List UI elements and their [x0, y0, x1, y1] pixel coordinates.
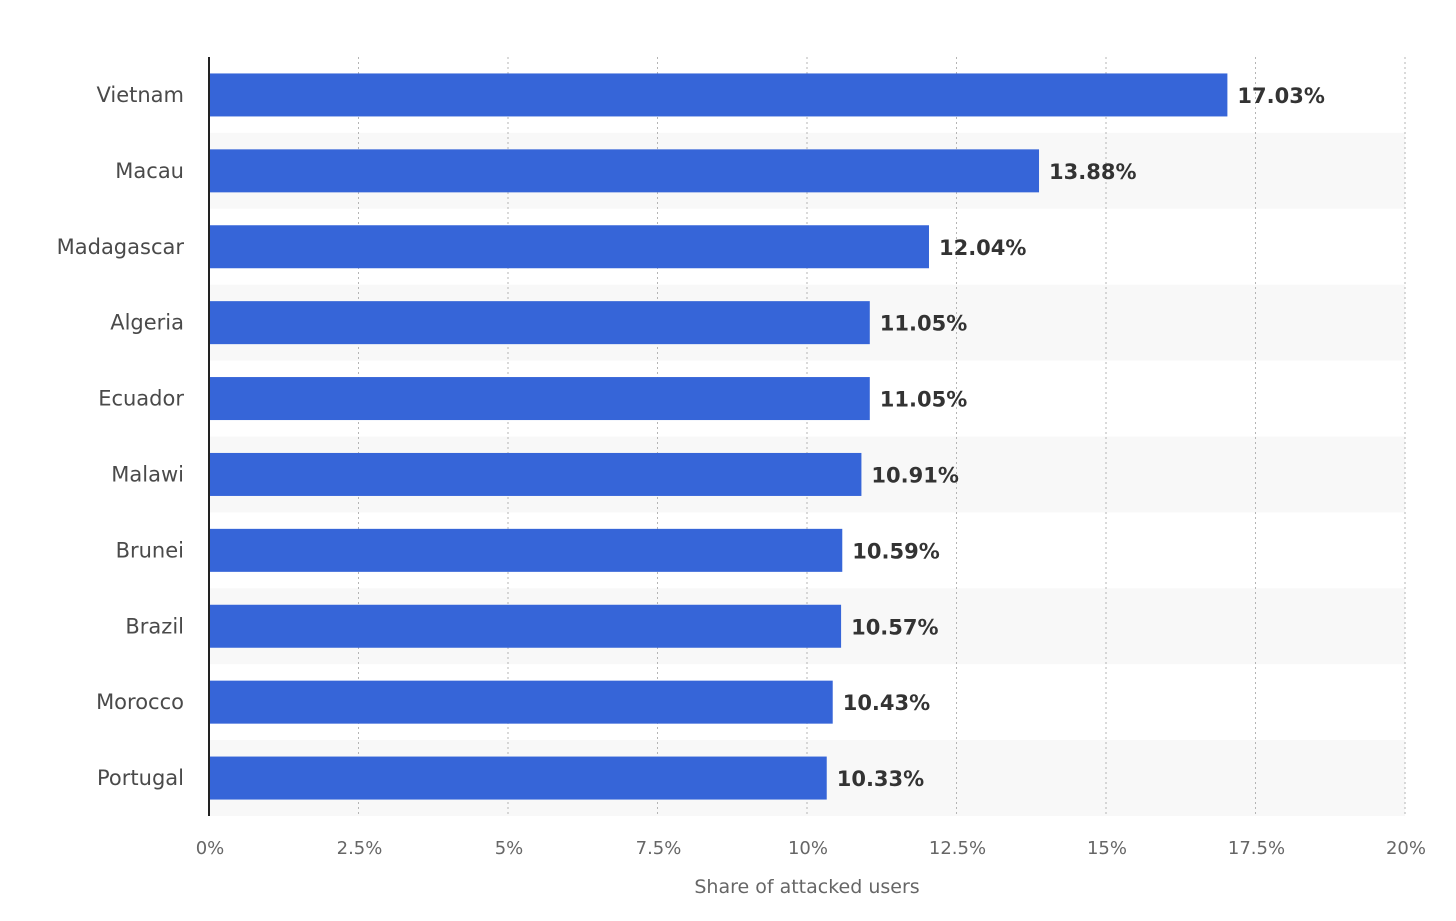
category-label: Malawi	[111, 462, 184, 486]
x-tick-label: 2.5%	[337, 838, 383, 859]
value-labels: 17.03% 13.88% 12.04% 11.05% 11.05% 10.91% 10.5…	[837, 84, 1325, 791]
bar[interactable]	[209, 225, 929, 269]
category-label: Brazil	[125, 614, 184, 638]
bars	[209, 73, 1228, 800]
category-label: Macau	[115, 159, 184, 183]
x-tick-label: 15%	[1087, 838, 1127, 859]
bar[interactable]	[209, 149, 1040, 193]
category-labels: Vietnam Macau Madagascar Algeria Ecuador Mala…	[57, 83, 185, 790]
bar[interactable]	[209, 680, 833, 724]
category-label: Algeria	[110, 311, 184, 335]
bar-value-label: 10.43%	[843, 691, 930, 715]
bar[interactable]	[209, 452, 862, 496]
bar-value-label: 10.33%	[837, 767, 924, 791]
bar-value-label: 11.05%	[880, 312, 967, 336]
bar-value-label: 13.88%	[1049, 160, 1136, 184]
x-axis-title: Share of attacked users	[694, 876, 919, 898]
x-tick-label: 10%	[788, 838, 828, 859]
bar[interactable]	[209, 604, 842, 648]
category-label: Vietnam	[96, 83, 184, 107]
category-label: Morocco	[96, 690, 184, 714]
category-label: Madagascar	[57, 235, 185, 259]
x-tick-label: 0%	[196, 838, 225, 859]
bar[interactable]	[209, 377, 870, 421]
bar-value-label: 10.59%	[852, 539, 939, 563]
x-tick-label: 5%	[495, 838, 524, 859]
x-tick-label: 17.5%	[1228, 838, 1285, 859]
bar-value-label: 12.04%	[939, 236, 1026, 260]
bar[interactable]	[209, 756, 827, 800]
bar-value-label: 10.57%	[851, 615, 938, 639]
bar-value-label: 17.03%	[1237, 84, 1324, 108]
category-label: Portugal	[97, 766, 184, 790]
bar-value-label: 11.05%	[880, 388, 967, 412]
category-label: Ecuador	[98, 387, 184, 411]
x-tick-labels: 0% 2.5% 5% 7.5% 10% 12.5% 15% 17.5% 20%	[196, 838, 1426, 859]
x-tick-label: 7.5%	[636, 838, 682, 859]
x-tick-label: 20%	[1386, 838, 1426, 859]
bar[interactable]	[209, 528, 843, 572]
bar[interactable]	[209, 73, 1228, 117]
x-tick-label: 12.5%	[929, 838, 986, 859]
bar-value-label: 10.91%	[871, 463, 958, 487]
bar[interactable]	[209, 301, 870, 345]
category-label: Brunei	[116, 538, 184, 562]
